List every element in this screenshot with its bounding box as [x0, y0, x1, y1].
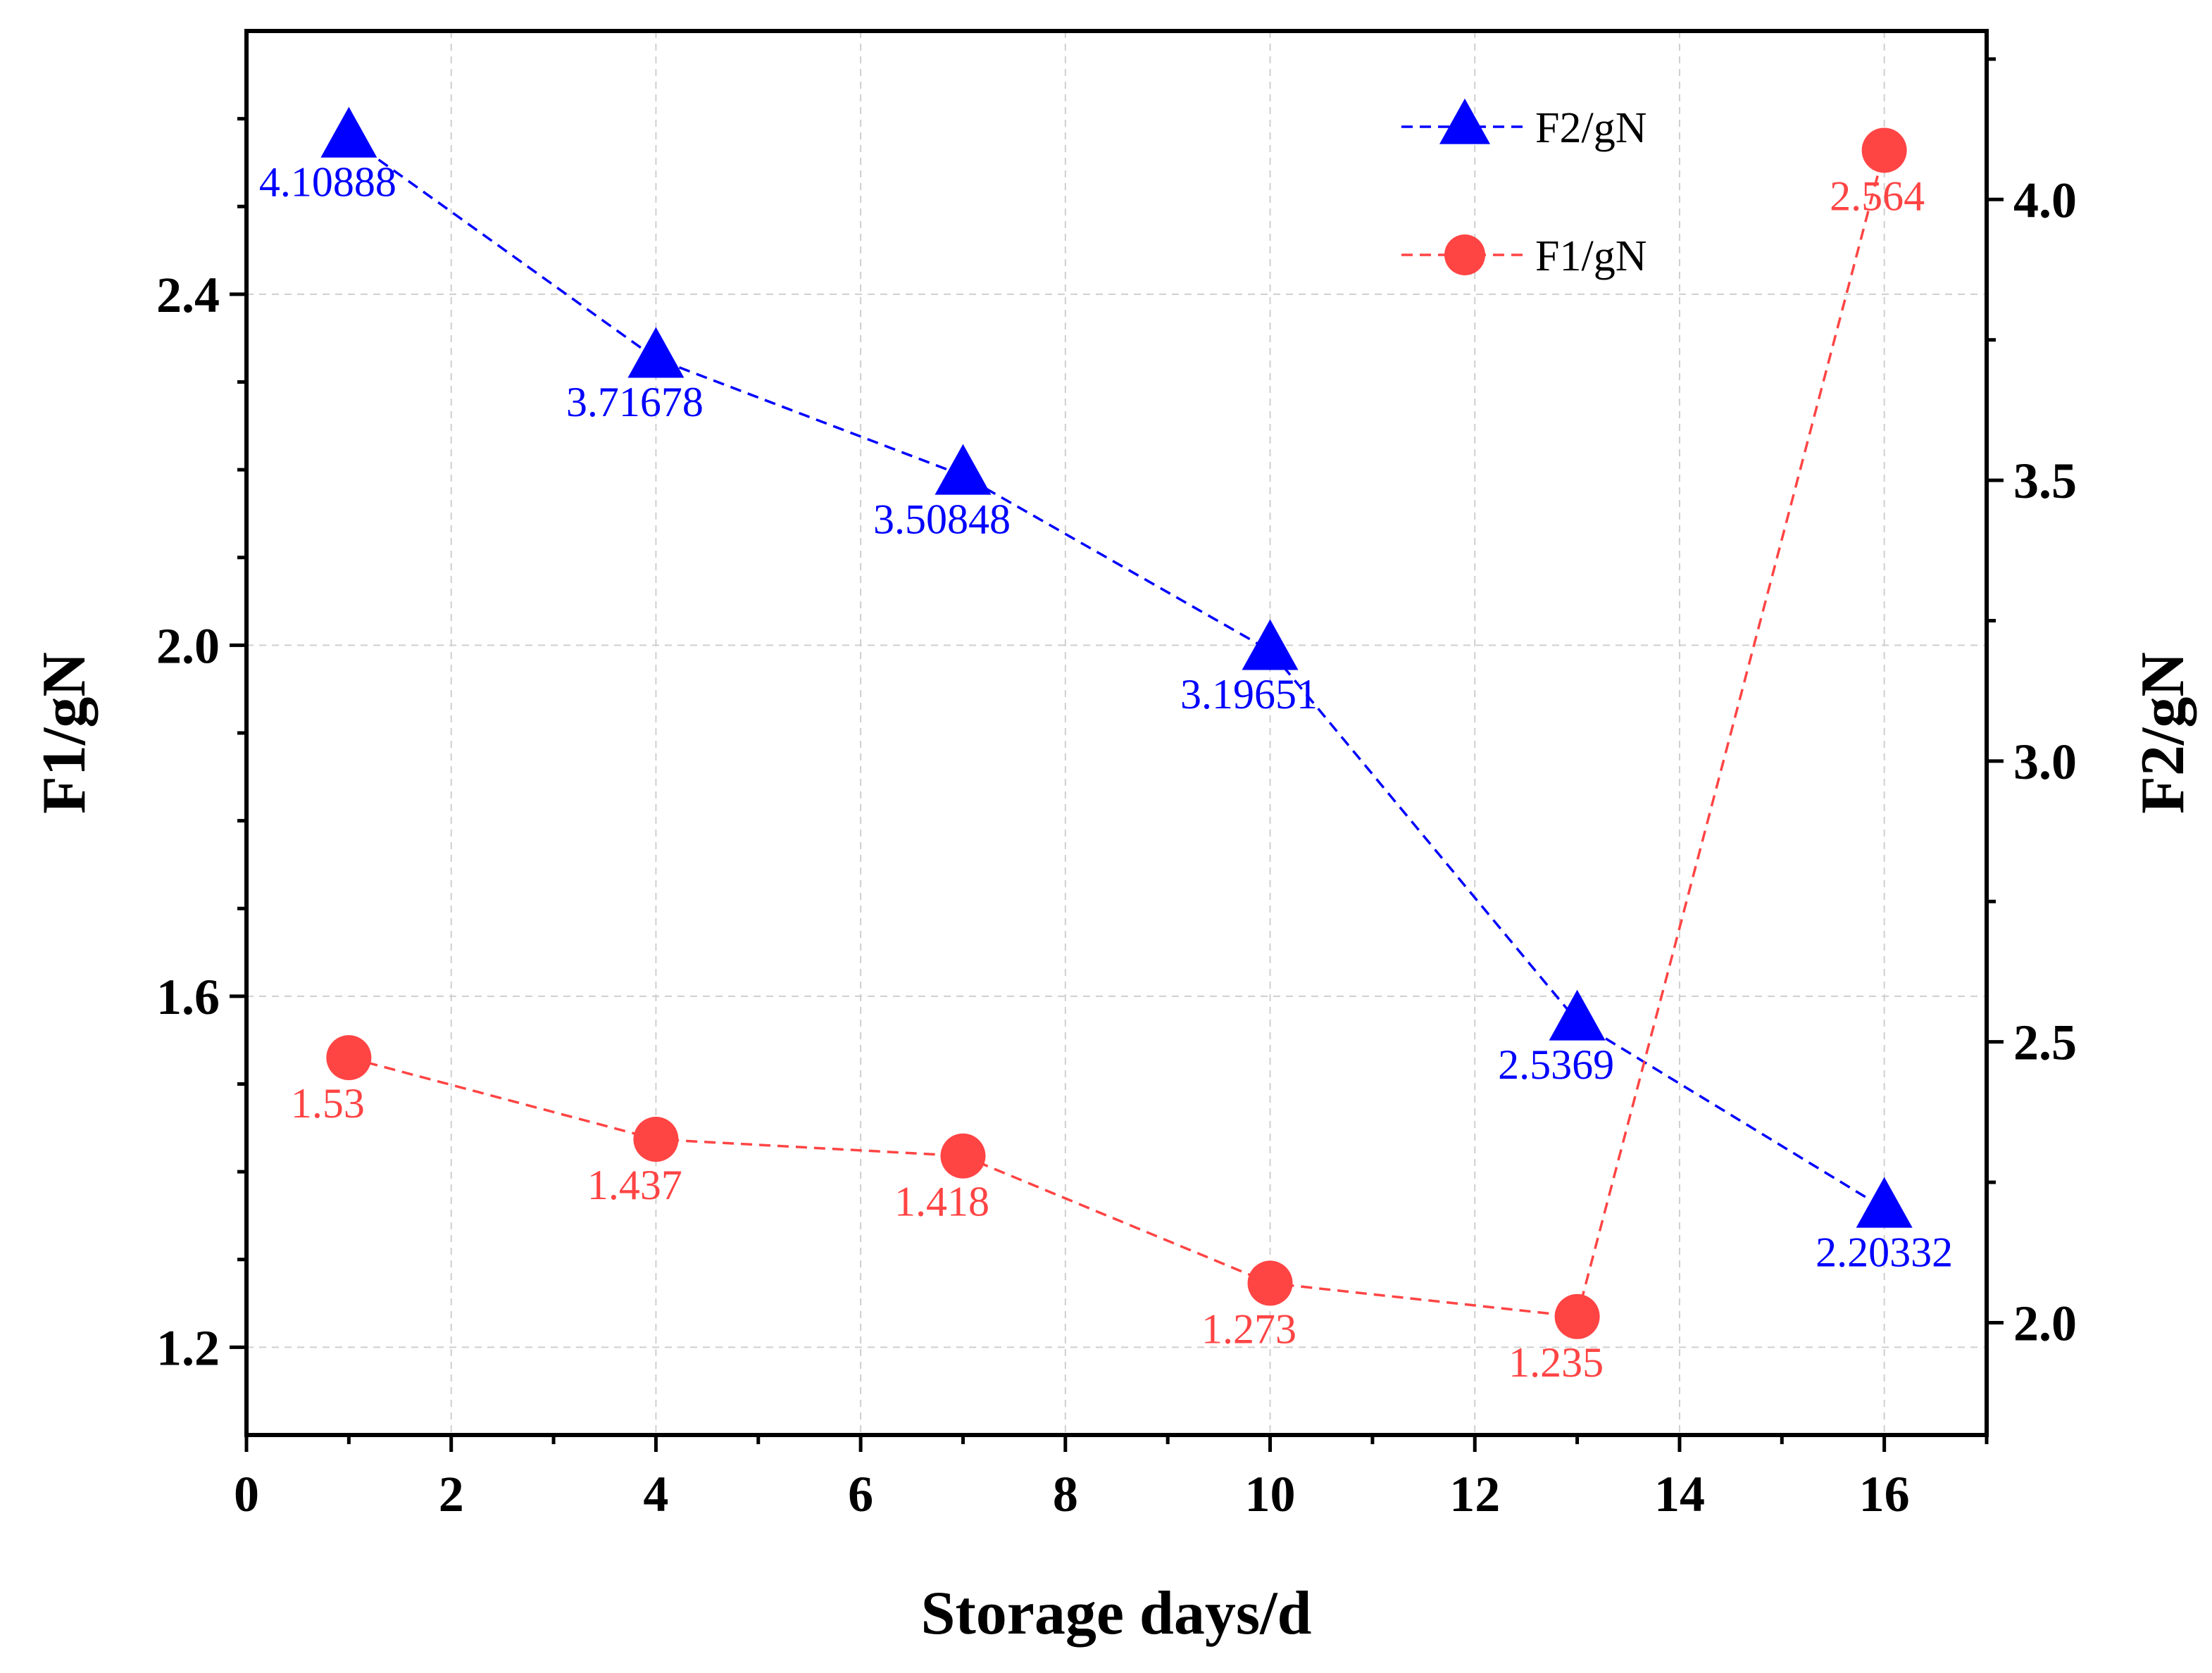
legend-circle-marker	[1444, 234, 1485, 275]
f2-triangle-point	[320, 106, 377, 158]
f1-data-label: 1.418	[894, 1179, 989, 1225]
f1-circle-point	[633, 1117, 679, 1163]
legend-label: F1/gN	[1535, 232, 1646, 280]
x-tick-label: 8	[1053, 1466, 1078, 1522]
y-left-tick-label: 1.2	[156, 1320, 220, 1376]
x-tick-label: 14	[1654, 1466, 1705, 1522]
f1-data-label: 2.564	[1830, 173, 1925, 219]
x-tick-label: 0	[234, 1466, 259, 1522]
f2-data-label: 3.71678	[566, 379, 704, 425]
y-right-tick-label: 2.5	[2013, 1015, 2077, 1071]
x-tick-label: 4	[643, 1466, 668, 1522]
f1-circle-point	[940, 1133, 986, 1179]
axes-layer: 0 2 4 6 8 10 12 14 16 1.2 1.6 2.0 2.4 2.0 2.5 3.0 3.5 4.0	[156, 57, 2077, 1522]
series-layer: 4.10888 3.71678 3.50848 3.19651 2.5369 2.2033…	[259, 106, 1953, 1386]
grid-layer	[246, 31, 1987, 1435]
y-left-tick-label: 2.4	[156, 267, 220, 323]
y-right-tick-label: 4.0	[2013, 172, 2077, 228]
f2-data-label: 2.5369	[1498, 1041, 1614, 1088]
f2-data-label: 4.10888	[259, 158, 396, 205]
f1-circle-point	[326, 1035, 372, 1081]
series-line-f2-gn	[348, 137, 1885, 1210]
f1-circle-point	[1247, 1260, 1293, 1306]
f2-triangle-point	[1549, 989, 1606, 1041]
y-right-tick-label: 3.0	[2013, 734, 2077, 790]
f1-data-label: 1.437	[587, 1162, 682, 1208]
f2-triangle-point	[1856, 1177, 1913, 1228]
legend-triangle-marker	[1439, 98, 1490, 144]
f1-circle-point	[1554, 1293, 1600, 1339]
f1-data-label: 1.235	[1508, 1339, 1604, 1386]
y-right-tick-label: 3.5	[2013, 453, 2077, 509]
f2-triangle-point	[935, 444, 992, 495]
y-right-axis-title: F2/gN	[2129, 652, 2197, 814]
y-left-tick-label: 2.0	[156, 618, 220, 674]
legend-label: F2/gN	[1535, 104, 1646, 152]
y-left-tick-label: 1.6	[156, 969, 220, 1025]
x-tick-label: 12	[1449, 1466, 1500, 1522]
y-left-axis-title: F1/gN	[30, 652, 99, 814]
f2-triangle-point	[1242, 619, 1299, 670]
f1-data-label: 1.53	[291, 1080, 365, 1127]
y-right-tick-label: 2.0	[2013, 1295, 2077, 1351]
legend: F2/gN F1/gN	[1401, 98, 1646, 280]
f2-triangle-point	[627, 327, 685, 378]
f1-circle-point	[1861, 127, 1907, 173]
x-axis-title: Storage days/d	[921, 1579, 1312, 1648]
f2-data-label: 3.19651	[1180, 671, 1318, 718]
series-line-f1-gn	[348, 150, 1886, 1318]
x-tick-label: 2	[439, 1466, 464, 1522]
f1-data-label: 1.273	[1201, 1305, 1296, 1352]
f2-data-label: 2.20332	[1816, 1229, 1953, 1275]
x-tick-label: 10	[1245, 1466, 1296, 1522]
f2-data-label: 3.50848	[873, 496, 1011, 542]
x-tick-label: 6	[848, 1466, 873, 1522]
plot-frame	[244, 29, 1989, 1437]
x-tick-label: 16	[1859, 1466, 1910, 1522]
